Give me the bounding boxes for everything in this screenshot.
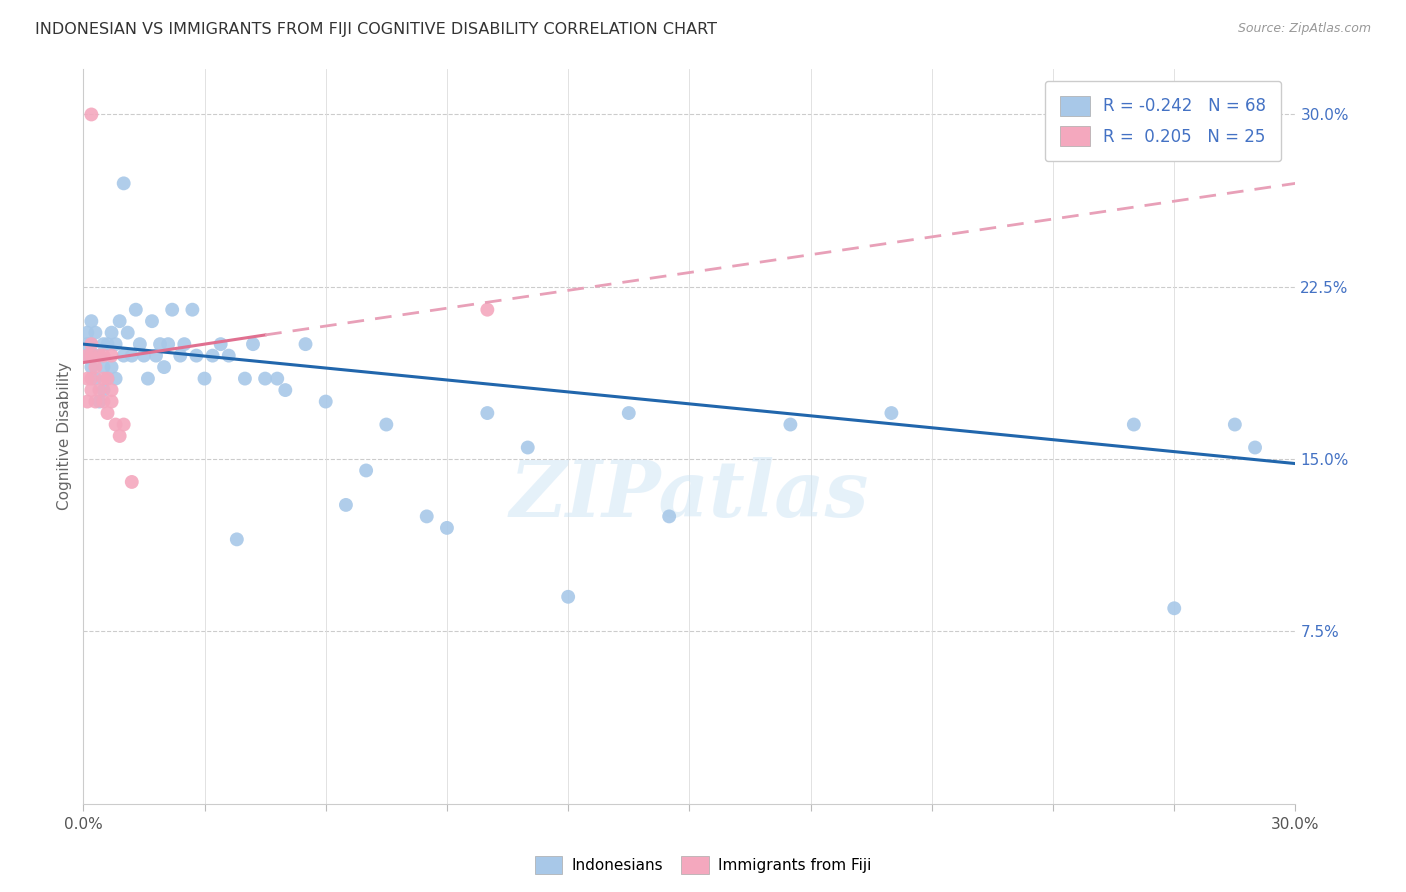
Point bbox=[516, 441, 538, 455]
Point bbox=[132, 349, 155, 363]
Point bbox=[225, 533, 247, 547]
Point bbox=[173, 337, 195, 351]
Point bbox=[354, 463, 377, 477]
Text: Source: ZipAtlas.com: Source: ZipAtlas.com bbox=[1237, 22, 1371, 36]
Point bbox=[93, 337, 115, 351]
Point bbox=[84, 326, 107, 340]
Point bbox=[112, 417, 135, 432]
Point bbox=[617, 406, 640, 420]
Point bbox=[93, 394, 115, 409]
Point bbox=[76, 337, 98, 351]
Point bbox=[149, 337, 172, 351]
Point bbox=[84, 349, 107, 363]
Point bbox=[1163, 601, 1185, 615]
Point bbox=[93, 371, 115, 385]
Point bbox=[76, 349, 98, 363]
Point bbox=[315, 394, 337, 409]
Point bbox=[108, 429, 131, 443]
Point bbox=[93, 349, 115, 363]
Point bbox=[89, 349, 111, 363]
Point bbox=[80, 349, 103, 363]
Point bbox=[84, 394, 107, 409]
Point bbox=[89, 383, 111, 397]
Point bbox=[145, 349, 167, 363]
Point bbox=[186, 349, 208, 363]
Point bbox=[233, 371, 256, 385]
Point bbox=[1244, 441, 1267, 455]
Point bbox=[880, 406, 903, 420]
Point bbox=[1223, 417, 1246, 432]
Point bbox=[80, 349, 103, 363]
Point bbox=[96, 371, 118, 385]
Point bbox=[112, 349, 135, 363]
Point bbox=[1122, 417, 1144, 432]
Point bbox=[89, 394, 111, 409]
Point bbox=[112, 177, 135, 191]
Point bbox=[557, 590, 579, 604]
Point bbox=[169, 349, 191, 363]
Point bbox=[658, 509, 681, 524]
Legend: Indonesians, Immigrants from Fiji: Indonesians, Immigrants from Fiji bbox=[529, 850, 877, 880]
Point bbox=[181, 302, 204, 317]
Point bbox=[80, 371, 103, 385]
Point bbox=[153, 360, 176, 375]
Point bbox=[477, 302, 499, 317]
Point bbox=[80, 360, 103, 375]
Point bbox=[157, 337, 180, 351]
Point bbox=[93, 383, 115, 397]
Point bbox=[335, 498, 357, 512]
Point bbox=[121, 349, 143, 363]
Legend: R = -0.242   N = 68, R =  0.205   N = 25: R = -0.242 N = 68, R = 0.205 N = 25 bbox=[1045, 80, 1281, 161]
Point bbox=[100, 383, 122, 397]
Point bbox=[141, 314, 163, 328]
Text: ZIPatlas: ZIPatlas bbox=[510, 457, 869, 533]
Point bbox=[96, 337, 118, 351]
Point bbox=[100, 349, 122, 363]
Point bbox=[125, 302, 148, 317]
Point bbox=[96, 406, 118, 420]
Point bbox=[80, 107, 103, 121]
Point bbox=[104, 417, 127, 432]
Point bbox=[76, 326, 98, 340]
Point bbox=[76, 371, 98, 385]
Point bbox=[76, 349, 98, 363]
Point bbox=[80, 337, 103, 351]
Point bbox=[136, 371, 159, 385]
Text: INDONESIAN VS IMMIGRANTS FROM FIJI COGNITIVE DISABILITY CORRELATION CHART: INDONESIAN VS IMMIGRANTS FROM FIJI COGNI… bbox=[35, 22, 717, 37]
Point bbox=[193, 371, 215, 385]
Point bbox=[209, 337, 232, 351]
Point bbox=[80, 314, 103, 328]
Point bbox=[89, 349, 111, 363]
Point bbox=[100, 394, 122, 409]
Point bbox=[436, 521, 458, 535]
Point bbox=[128, 337, 150, 351]
Point bbox=[254, 371, 277, 385]
Point bbox=[84, 371, 107, 385]
Point bbox=[104, 337, 127, 351]
Point bbox=[96, 371, 118, 385]
Point bbox=[274, 383, 297, 397]
Point bbox=[218, 349, 240, 363]
Point bbox=[266, 371, 288, 385]
Point bbox=[201, 349, 224, 363]
Point bbox=[80, 383, 103, 397]
Point bbox=[121, 475, 143, 489]
Point bbox=[416, 509, 439, 524]
Point bbox=[117, 326, 139, 340]
Point bbox=[100, 360, 122, 375]
Point bbox=[104, 371, 127, 385]
Point bbox=[84, 360, 107, 375]
Point bbox=[100, 326, 122, 340]
Point bbox=[779, 417, 801, 432]
Point bbox=[477, 406, 499, 420]
Point bbox=[160, 302, 183, 317]
Point bbox=[108, 314, 131, 328]
Y-axis label: Cognitive Disability: Cognitive Disability bbox=[58, 362, 72, 510]
Point bbox=[242, 337, 264, 351]
Point bbox=[294, 337, 316, 351]
Point bbox=[375, 417, 398, 432]
Point bbox=[93, 360, 115, 375]
Point bbox=[80, 337, 103, 351]
Point bbox=[76, 394, 98, 409]
